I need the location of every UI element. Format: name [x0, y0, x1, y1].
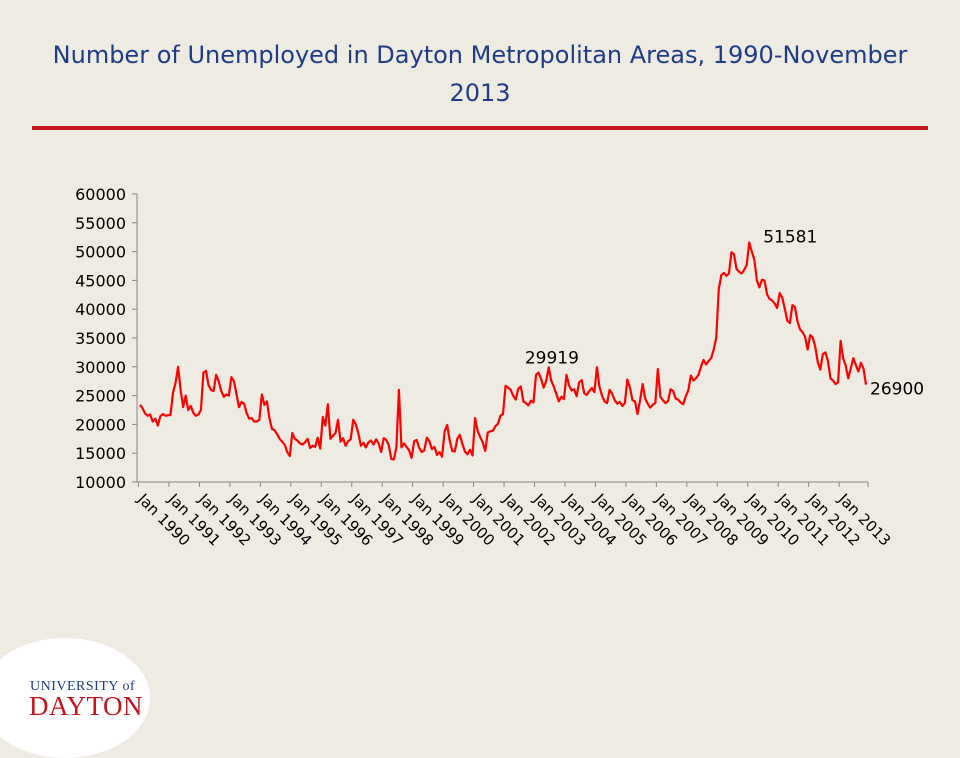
- slide-title: Number of Unemployed in Dayton Metropoli…: [52, 41, 908, 107]
- y-tick-label: 40000: [75, 300, 126, 319]
- logo-top-text: UNIVERSITY of: [30, 679, 136, 694]
- data-label: 29919: [525, 348, 579, 368]
- y-tick-label: 55000: [75, 214, 126, 233]
- y-axis: 10000 15000 20000 25000 30000 35000 40000 45000…: [75, 185, 138, 492]
- logo-main-text: DAYTON: [29, 691, 144, 721]
- y-tick-label: 25000: [75, 387, 126, 406]
- data-label: 51581: [763, 227, 817, 247]
- y-tick-label: 45000: [75, 271, 126, 290]
- data-label: 26900: [870, 380, 924, 400]
- y-tick-label: 15000: [75, 444, 126, 463]
- unemployment-line-chart: 10000 15000 20000 25000 30000 35000 40000 45000…: [75, 185, 924, 550]
- y-tick-label: 35000: [75, 329, 126, 348]
- y-tick-label: 10000: [75, 473, 126, 492]
- y-tick-label: 30000: [75, 358, 126, 377]
- title-divider: [32, 126, 928, 130]
- unemployed-series-line: [139, 241, 868, 461]
- y-tick-label: 60000: [75, 185, 126, 204]
- y-tick-label: 20000: [75, 415, 126, 434]
- series-group: [139, 241, 868, 461]
- y-tick-label: 50000: [75, 243, 126, 262]
- data-label-group: 29919 51581 26900: [525, 227, 924, 399]
